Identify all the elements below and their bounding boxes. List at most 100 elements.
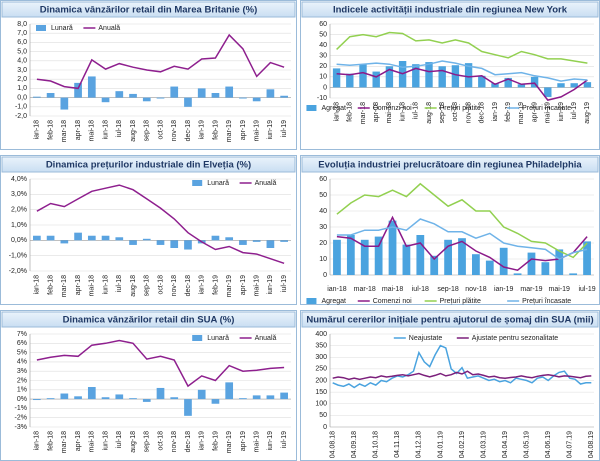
x-tick-label: aug-19	[584, 102, 591, 124]
bar	[211, 93, 220, 98]
x-tick-label: mar-19	[226, 120, 233, 142]
title-bar	[301, 311, 599, 328]
bar	[184, 399, 192, 416]
legend-label: Prețuri plătite	[440, 298, 481, 305]
bar	[416, 235, 425, 275]
bar	[60, 97, 69, 110]
bar	[451, 65, 460, 88]
title-bar	[1, 311, 296, 328]
x-tick-label: iul-18	[116, 275, 123, 292]
x-tick-label: apr-18	[373, 102, 380, 122]
bar	[101, 97, 110, 103]
x-tick-label: iun-19	[267, 431, 274, 451]
x-tick-label: aug-18	[130, 120, 137, 142]
bar	[129, 93, 137, 98]
bar	[530, 76, 539, 88]
bar	[46, 93, 55, 98]
bar	[252, 97, 261, 102]
bar	[583, 82, 592, 88]
y-tick-label: 4,0%	[11, 176, 27, 183]
x-tick-label: ian-19	[494, 286, 514, 293]
bar	[332, 68, 341, 88]
bar	[184, 240, 192, 250]
y-tick-label: 7%	[17, 331, 27, 338]
x-tick-label: ian-19	[492, 102, 499, 122]
x-tick-label: nov-18	[171, 120, 178, 142]
x-tick-label: sep-18	[144, 275, 151, 297]
x-tick-label: mai-18	[382, 286, 404, 293]
bar	[225, 382, 234, 400]
x-tick-label: mar-19	[226, 275, 233, 297]
line	[36, 339, 285, 388]
legend-label: Lunară	[207, 335, 229, 342]
y-tick-label: 1%	[17, 387, 27, 394]
line	[332, 370, 592, 381]
legend-label: Prețuri plătite	[440, 105, 481, 112]
bar	[156, 387, 165, 400]
bar	[372, 71, 380, 88]
legend-label: Anuală	[255, 335, 277, 342]
chart-title: Evoluția industriei prelucrătoare din re…	[318, 160, 582, 171]
bar	[46, 235, 55, 241]
x-tick-label: 04.09.18	[351, 431, 358, 458]
y-tick-label: 200	[315, 377, 327, 384]
y-tick-label: 40	[319, 208, 327, 215]
bar	[557, 83, 565, 88]
bar	[280, 95, 288, 98]
y-tick-label: 0,0%	[11, 237, 27, 244]
bar	[156, 97, 165, 99]
y-tick-label: 5,0	[17, 48, 27, 55]
chart-title: Numărul cererilor inițiale pentru ajutor…	[306, 315, 593, 326]
title-bar	[301, 1, 599, 18]
legend-label: Prețuri încasate	[522, 298, 571, 305]
x-tick-label: iun-18	[399, 102, 406, 122]
bar	[544, 87, 552, 97]
y-tick-label: 4%	[17, 359, 27, 366]
x-tick-label: 04.07.19	[567, 431, 574, 458]
x-tick-label: nov-18	[171, 275, 178, 297]
x-tick-label: mai-19	[254, 275, 261, 297]
x-tick-label: 04.10.18	[373, 431, 380, 458]
y-tick-label: 150	[315, 389, 327, 396]
x-tick-label: iul-18	[413, 102, 420, 119]
x-tick-label: feb-18	[347, 102, 354, 122]
x-tick-label: nov-18	[465, 102, 472, 124]
x-tick-label: mai-18	[89, 275, 96, 297]
bar	[504, 77, 512, 88]
bar	[478, 75, 486, 88]
y-tick-label: 2,0%	[11, 207, 27, 214]
bar	[252, 240, 261, 242]
bar	[444, 239, 452, 275]
chart-title: Dinamica vânzărilor retail din SUA (%)	[63, 315, 235, 326]
x-tick-label: ian-19	[199, 275, 206, 295]
x-tick-label: feb-18	[47, 275, 54, 295]
x-tick-label: mai-19	[545, 102, 552, 124]
bar	[527, 252, 536, 275]
bar	[156, 240, 165, 245]
x-tick-label: iun-19	[267, 275, 274, 295]
x-tick-label: 04.05.19	[523, 431, 530, 458]
bar	[360, 239, 369, 275]
bar	[541, 262, 550, 275]
bar	[346, 235, 355, 275]
legend-label: Agregat	[321, 298, 346, 305]
bar	[60, 393, 69, 400]
bar	[569, 273, 578, 275]
x-tick-label: dec-18	[479, 102, 486, 124]
x-tick-label: sep-18	[144, 120, 151, 142]
bar	[115, 394, 124, 400]
x-tick-label: dec-18	[185, 431, 192, 453]
y-tick-label: 300	[315, 354, 327, 361]
x-tick-label: ian-19	[199, 120, 206, 140]
title-bar	[301, 156, 599, 173]
legend-label: Prețuri încasate	[522, 105, 571, 112]
y-tick-label: 60	[319, 176, 327, 183]
bar	[87, 387, 96, 400]
y-tick-label: 3,0%	[11, 191, 27, 198]
line	[336, 215, 588, 272]
x-tick-label: 04.12.18	[416, 431, 423, 458]
y-tick-label: -1,0	[15, 104, 27, 111]
x-tick-label: 04.06.19	[545, 431, 552, 458]
y-tick-label: -10	[317, 95, 327, 102]
x-tick-label: mar-18	[354, 286, 376, 293]
